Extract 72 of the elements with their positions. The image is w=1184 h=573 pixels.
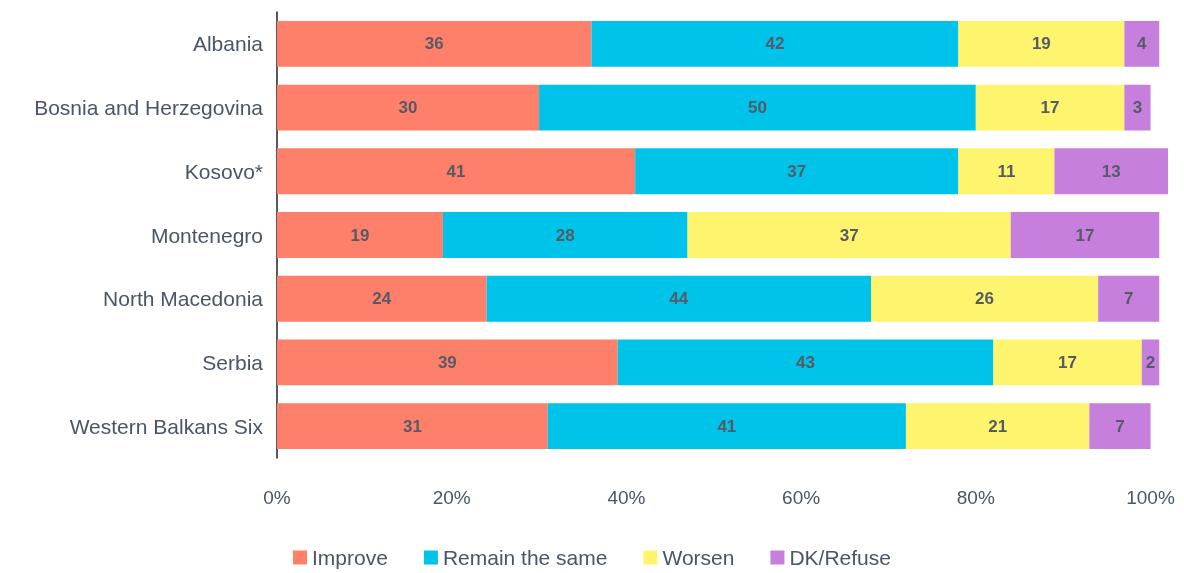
bar <box>993 339 1142 386</box>
data-label: 19 <box>1031 34 1051 54</box>
data-label: 19 <box>350 225 370 245</box>
bar <box>277 212 443 258</box>
legend-label: Improve <box>312 546 388 569</box>
data-label: 39 <box>437 352 457 372</box>
data-label: 17 <box>1058 352 1078 372</box>
bar <box>486 275 871 322</box>
data-label: 17 <box>1075 225 1095 245</box>
bar <box>277 275 487 322</box>
bar <box>1098 275 1160 322</box>
y-tick-label: North Macedonia <box>103 287 264 311</box>
bar <box>277 84 540 131</box>
bar <box>617 339 994 386</box>
y-tick-label: Serbia <box>202 350 264 374</box>
y-tick-label: Kosovo* <box>184 159 263 183</box>
data-label: 11 <box>997 161 1016 181</box>
data-label: 31 <box>402 416 422 436</box>
x-tick-label: 20% <box>432 487 471 508</box>
y-tick-label: Montenegro <box>150 223 263 247</box>
bar <box>442 212 688 258</box>
data-label: 41 <box>446 161 466 181</box>
data-label: 2 <box>1145 352 1156 372</box>
bar <box>277 339 618 386</box>
bar <box>277 403 548 450</box>
data-label: 37 <box>787 161 807 181</box>
data-label: 3 <box>1132 98 1143 118</box>
data-label: 43 <box>796 352 815 372</box>
data-label: 41 <box>717 416 737 436</box>
bar <box>975 84 1125 131</box>
data-label: 50 <box>747 98 767 118</box>
data-label: 42 <box>765 34 785 54</box>
data-label: 24 <box>372 289 392 309</box>
data-label: 13 <box>1101 161 1121 181</box>
data-label: 4 <box>1137 34 1148 54</box>
data-label: 37 <box>839 225 859 245</box>
x-tick-label: 0% <box>263 487 291 508</box>
y-tick-label: Albania <box>192 32 264 56</box>
bar <box>539 84 976 131</box>
data-label: 7 <box>1115 416 1125 436</box>
data-label: 44 <box>669 289 689 309</box>
legend-label: DK/Refuse <box>789 546 891 569</box>
data-label: 36 <box>424 34 444 54</box>
bar <box>635 148 959 195</box>
bar <box>687 212 1011 258</box>
data-label: 28 <box>555 225 575 245</box>
y-tick-label: Western Balkans Six <box>69 414 264 438</box>
bar <box>1089 403 1151 450</box>
data-label: 17 <box>1040 98 1060 118</box>
x-tick-label: 40% <box>607 487 646 508</box>
data-label: 30 <box>398 98 418 118</box>
bar <box>277 148 636 195</box>
legend-label: Remain the same <box>442 546 608 569</box>
bar <box>277 20 592 67</box>
bar <box>591 20 959 67</box>
data-label: 7 <box>1123 289 1134 309</box>
bar <box>547 403 906 450</box>
x-tick-label: 100% <box>1126 487 1175 508</box>
y-tick-label: Bosnia and Herzegovina <box>34 96 264 120</box>
bar <box>1124 20 1160 67</box>
legend-label: Worsen <box>662 546 735 569</box>
bar <box>1054 148 1168 195</box>
bar <box>1010 212 1160 258</box>
data-label: 26 <box>975 289 995 309</box>
data-label: 21 <box>988 416 1008 436</box>
bar <box>871 275 1099 322</box>
bar <box>958 148 1055 195</box>
bar <box>958 20 1125 67</box>
bar <box>1124 84 1151 131</box>
bar <box>905 403 1090 450</box>
x-tick-label: 80% <box>956 487 995 508</box>
x-tick-label: 60% <box>782 487 821 508</box>
